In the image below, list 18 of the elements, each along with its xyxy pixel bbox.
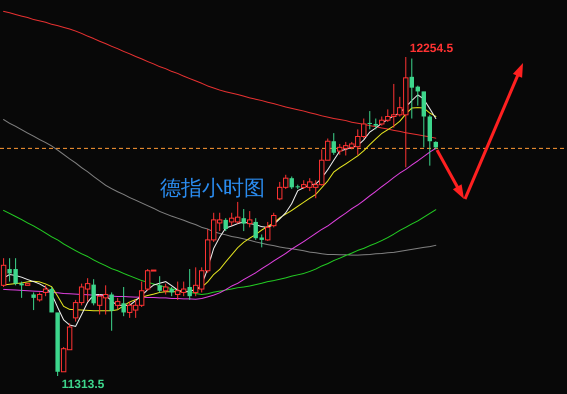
candlestick [242,208,246,232]
candlestick [368,110,372,130]
candlestick [169,286,174,297]
text: 11313.5 [62,377,105,391]
text: 德指小时图 [160,176,265,200]
candlestick [49,286,54,313]
text: 12254.5 [410,41,454,55]
candlestick [332,132,336,156]
candlestick [247,210,252,228]
candlestick [224,218,228,232]
candlestick [374,118,378,130]
candlestick [109,292,114,332]
candlestick [121,286,126,317]
candlestick [91,278,96,306]
candlestick [187,268,192,300]
candlestick [31,292,36,311]
candlestick [19,281,24,298]
candlestick [157,276,162,293]
